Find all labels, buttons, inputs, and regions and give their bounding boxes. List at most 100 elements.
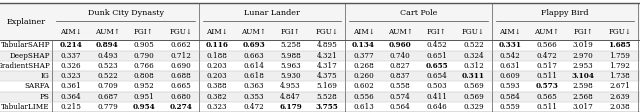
Text: 0.511: 0.511 bbox=[536, 103, 557, 111]
Text: AIM↓: AIM↓ bbox=[206, 28, 228, 36]
Text: 0.574: 0.574 bbox=[390, 93, 410, 101]
Text: 2.671: 2.671 bbox=[609, 82, 630, 90]
Text: 0.663: 0.663 bbox=[243, 52, 264, 60]
Text: 0.203: 0.203 bbox=[207, 72, 227, 80]
Text: 0.382: 0.382 bbox=[207, 93, 227, 101]
Text: AUM↑: AUM↑ bbox=[95, 28, 120, 36]
Text: 0.337: 0.337 bbox=[61, 52, 81, 60]
Text: PS: PS bbox=[40, 93, 50, 101]
Text: DeepSHAP: DeepSHAP bbox=[10, 52, 50, 60]
Text: 0.688: 0.688 bbox=[170, 72, 191, 80]
Text: PGU↓: PGU↓ bbox=[169, 28, 192, 36]
Text: 3.017: 3.017 bbox=[573, 103, 593, 111]
Bar bbox=[0, 3, 640, 40]
Text: 2.598: 2.598 bbox=[573, 82, 593, 90]
Text: Lunar Lander: Lunar Lander bbox=[244, 9, 300, 17]
Text: 2.038: 2.038 bbox=[609, 103, 630, 111]
Text: 0.312: 0.312 bbox=[463, 62, 484, 70]
Text: PGU↓: PGU↓ bbox=[316, 28, 339, 36]
Text: 0.951: 0.951 bbox=[134, 93, 154, 101]
Text: 0.646: 0.646 bbox=[426, 103, 447, 111]
Text: 1.792: 1.792 bbox=[609, 62, 630, 70]
Text: AUM↑: AUM↑ bbox=[388, 28, 413, 36]
Text: 5.963: 5.963 bbox=[280, 62, 301, 70]
Text: 0.260: 0.260 bbox=[353, 72, 374, 80]
Text: 3.019: 3.019 bbox=[573, 41, 593, 49]
Text: 0.472: 0.472 bbox=[243, 103, 264, 111]
Text: 0.361: 0.361 bbox=[60, 82, 81, 90]
Bar bbox=[0, 51, 640, 61]
Text: 0.655: 0.655 bbox=[426, 62, 448, 70]
Text: 0.960: 0.960 bbox=[389, 41, 412, 49]
Text: 0.274: 0.274 bbox=[169, 103, 192, 111]
Text: 0.556: 0.556 bbox=[353, 93, 374, 101]
Text: Explainer: Explainer bbox=[6, 18, 46, 26]
Text: 3.104: 3.104 bbox=[572, 72, 595, 80]
Text: 0.353: 0.353 bbox=[244, 93, 264, 101]
Text: 0.905: 0.905 bbox=[134, 41, 154, 49]
Text: 0.411: 0.411 bbox=[426, 93, 447, 101]
Text: 0.203: 0.203 bbox=[207, 62, 227, 70]
Text: 0.602: 0.602 bbox=[353, 82, 374, 90]
Text: AIM↓: AIM↓ bbox=[499, 28, 521, 36]
Text: 6.179: 6.179 bbox=[279, 103, 301, 111]
Text: 0.493: 0.493 bbox=[97, 52, 118, 60]
Text: Cart Pole: Cart Pole bbox=[400, 9, 437, 17]
Text: GradientSHAP: GradientSHAP bbox=[0, 62, 50, 70]
Text: 0.740: 0.740 bbox=[390, 52, 410, 60]
Text: 0.364: 0.364 bbox=[60, 93, 81, 101]
Text: 0.116: 0.116 bbox=[205, 41, 228, 49]
Text: PGU↓: PGU↓ bbox=[462, 28, 485, 36]
Text: Dunk City Dynasty: Dunk City Dynasty bbox=[88, 9, 164, 17]
Text: 0.214: 0.214 bbox=[60, 41, 82, 49]
Text: 0.559: 0.559 bbox=[500, 103, 520, 111]
Text: 0.565: 0.565 bbox=[536, 93, 557, 101]
Text: 4.375: 4.375 bbox=[317, 72, 337, 80]
Text: 2.568: 2.568 bbox=[573, 93, 593, 101]
Text: 0.564: 0.564 bbox=[390, 103, 410, 111]
Bar bbox=[0, 61, 640, 71]
Text: 4.953: 4.953 bbox=[280, 82, 301, 90]
Text: SARFA: SARFA bbox=[24, 82, 50, 90]
Bar bbox=[0, 81, 640, 92]
Text: 4.317: 4.317 bbox=[317, 62, 337, 70]
Text: 0.837: 0.837 bbox=[390, 72, 410, 80]
Text: 0.808: 0.808 bbox=[134, 72, 154, 80]
Text: 0.687: 0.687 bbox=[97, 93, 118, 101]
Text: PGI↑: PGI↑ bbox=[573, 28, 593, 36]
Text: AUM↑: AUM↑ bbox=[241, 28, 266, 36]
Text: 0.566: 0.566 bbox=[536, 41, 557, 49]
Text: 5.988: 5.988 bbox=[280, 52, 301, 60]
Text: 5.930: 5.930 bbox=[280, 72, 301, 80]
Text: 0.712: 0.712 bbox=[170, 52, 191, 60]
Text: AIM↓: AIM↓ bbox=[353, 28, 374, 36]
Text: PGI↑: PGI↑ bbox=[427, 28, 447, 36]
Text: 0.827: 0.827 bbox=[390, 62, 410, 70]
Text: 0.377: 0.377 bbox=[353, 52, 374, 60]
Text: 2.970: 2.970 bbox=[573, 52, 593, 60]
Text: 1.685: 1.685 bbox=[609, 41, 631, 49]
Text: 0.609: 0.609 bbox=[500, 72, 520, 80]
Text: 0.472: 0.472 bbox=[536, 52, 557, 60]
Text: 0.631: 0.631 bbox=[500, 62, 520, 70]
Text: 0.709: 0.709 bbox=[97, 82, 118, 90]
Text: 0.134: 0.134 bbox=[352, 41, 375, 49]
Text: 0.665: 0.665 bbox=[170, 82, 191, 90]
Text: 0.662: 0.662 bbox=[170, 41, 191, 49]
Text: 0.894: 0.894 bbox=[96, 41, 119, 49]
Text: 0.690: 0.690 bbox=[170, 62, 191, 70]
Text: 0.323: 0.323 bbox=[207, 103, 227, 111]
Text: 2.953: 2.953 bbox=[573, 62, 593, 70]
Text: 4.895: 4.895 bbox=[317, 41, 337, 49]
Text: 0.693: 0.693 bbox=[243, 41, 265, 49]
Text: 0.311: 0.311 bbox=[462, 72, 485, 80]
Text: 0.651: 0.651 bbox=[426, 52, 447, 60]
Text: 0.452: 0.452 bbox=[426, 41, 447, 49]
Bar bbox=[0, 71, 640, 81]
Text: 5.169: 5.169 bbox=[317, 82, 337, 90]
Text: 0.584: 0.584 bbox=[500, 93, 520, 101]
Text: 0.268: 0.268 bbox=[353, 62, 374, 70]
Text: TabularLIME: TabularLIME bbox=[1, 103, 50, 111]
Text: 4.321: 4.321 bbox=[317, 52, 337, 60]
Text: 4.847: 4.847 bbox=[280, 93, 301, 101]
